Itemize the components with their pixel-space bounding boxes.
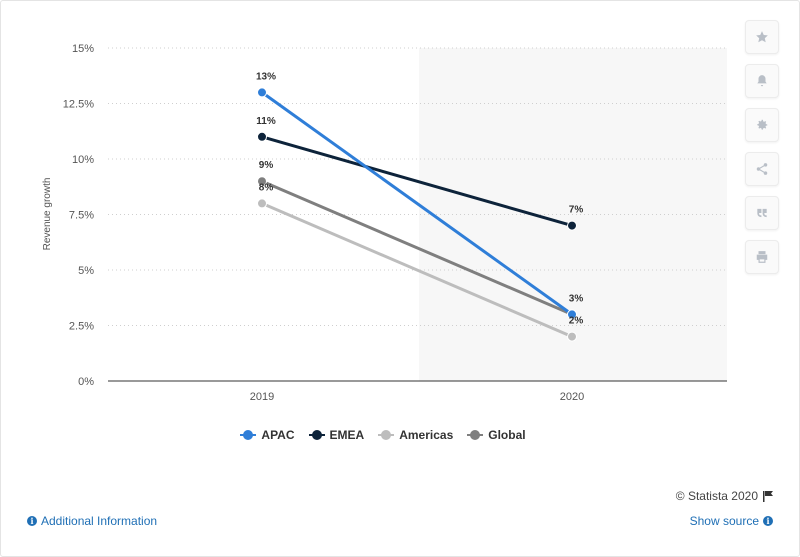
data-label: 11% [256, 116, 276, 127]
data-label: 9% [259, 160, 274, 171]
legend-swatch [378, 430, 395, 440]
data-point-apac [257, 87, 267, 98]
legend-label: EMEA [329, 428, 365, 442]
series-lines [257, 87, 577, 342]
y-axis-title: Revenue growth [42, 178, 53, 251]
series-line-apac [260, 90, 574, 316]
y-tick-label: 10% [72, 154, 94, 166]
legend-swatch [308, 430, 325, 440]
legend-item-apac[interactable]: APAC [240, 428, 295, 442]
print-button[interactable] [745, 240, 779, 274]
y-tick-label: 5% [78, 265, 94, 277]
y-tick-label: 15% [72, 43, 94, 55]
legend-item-americas[interactable]: Americas [378, 428, 453, 442]
legend-label: APAC [261, 428, 295, 442]
star-icon [756, 31, 768, 43]
data-label: 7% [569, 205, 584, 216]
share-button[interactable] [745, 152, 779, 186]
info-icon: i [27, 516, 37, 526]
y-tick-label: 0% [78, 376, 94, 388]
data-labels: 13% 3% 11% 7% 8% 2% 9% [256, 71, 583, 326]
data-label: 3% [569, 293, 584, 304]
additional-information-link[interactable]: i Additional Information [27, 514, 157, 528]
data-label: 2% [569, 316, 584, 327]
gear-icon [757, 119, 768, 130]
cite-button[interactable] [745, 196, 779, 230]
flag-icon [763, 490, 773, 502]
chart-legend: APAC EMEA Americas Global [0, 428, 766, 442]
y-axis-ticks: 0% 2.5% 5% 7.5% 10% 12.5% 15% [63, 43, 94, 388]
print-icon [756, 251, 768, 263]
grid-lines [108, 47, 727, 382]
data-point-emea [567, 220, 577, 231]
x-axis-ticks: 2019 2020 [250, 391, 584, 403]
credits-text: © Statista 2020 [675, 489, 758, 503]
statista-credits[interactable]: © Statista 2020 [676, 489, 773, 503]
data-point-emea [257, 131, 267, 142]
series-line-emea [260, 135, 574, 228]
x-tick-label: 2020 [560, 391, 584, 403]
info-icon: i [763, 516, 773, 526]
share-icon [756, 163, 768, 175]
quote-icon [757, 208, 767, 218]
show-source-link[interactable]: Show source i [690, 514, 773, 528]
data-point-global [257, 176, 267, 187]
data-point-americas [257, 198, 267, 209]
settings-button[interactable] [745, 108, 779, 142]
data-point-americas [567, 331, 577, 342]
x-tick-label: 2019 [250, 391, 274, 403]
show-source-label: Show source [689, 514, 759, 528]
additional-information-label: Additional Information [41, 514, 158, 528]
legend-swatch [467, 430, 484, 440]
legend-label: Global [488, 428, 526, 442]
favorite-button[interactable] [745, 20, 779, 54]
bell-icon [757, 75, 767, 87]
legend-item-global[interactable]: Global [467, 428, 526, 442]
chart-toolbar [745, 20, 779, 284]
data-label: 8% [259, 182, 274, 193]
data-point-apac [567, 309, 577, 320]
legend-item-emea[interactable]: EMEA [308, 428, 365, 442]
series-line-global [260, 179, 574, 316]
legend-label: Americas [399, 428, 454, 442]
y-tick-label: 12.5% [63, 99, 94, 111]
y-tick-label: 7.5% [69, 210, 94, 222]
data-label: 13% [256, 71, 276, 82]
y-tick-label: 2.5% [69, 321, 94, 333]
legend-swatch [240, 430, 257, 440]
notification-button[interactable] [745, 64, 779, 98]
series-line-americas [260, 201, 574, 339]
